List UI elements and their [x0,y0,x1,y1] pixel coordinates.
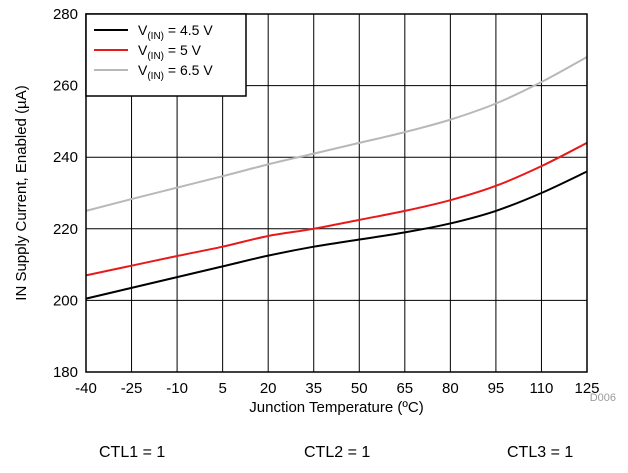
y-tick-label: 180 [53,364,78,381]
ctl2-label: CTL2 = 1 [304,444,371,461]
series-line-1 [85,170,588,300]
series-line-2 [85,141,588,277]
ctl3-label: CTL3 = 1 [507,444,574,461]
y-tick-label: 240 [53,149,78,166]
figure-id: D006 [590,392,616,404]
x-tick-label: -25 [121,380,143,397]
series-line-3 [85,56,588,212]
x-tick-label: 95 [488,380,505,397]
legend-entry-3: V(IN) = 6.5 V [138,62,213,82]
y-axis-label: IN Supply Current, Enabled (µA) [13,85,30,300]
x-tick-label: 80 [442,380,459,397]
y-tick-label: 280 [53,6,78,23]
x-tick-label: -40 [75,380,97,397]
x-tick-label: -10 [166,380,188,397]
x-tick-label: 125 [574,380,599,397]
x-axis-label: Junction Temperature (ºC) [249,399,423,416]
legend-entry-1: V(IN) = 4.5 V [138,22,213,42]
legend: V(IN) = 4.5 VV(IN) = 5 VV(IN) = 6.5 V [85,13,247,97]
x-tick-label: 5 [218,380,226,397]
y-tick-labels: 180 200 220 240 260 280 [53,6,78,381]
legend-entry-2: V(IN) = 5 V [138,42,202,62]
plot-frame [85,13,588,373]
x-tick-label: 50 [351,380,368,397]
x-tick-labels: -40 -25 -10 5 20 35 50 65 80 95 110 125 [75,380,599,397]
y-tick-label: 220 [53,221,78,238]
series-lines [85,56,588,300]
y-tick-label: 260 [53,78,78,95]
x-tick-label: 65 [396,380,413,397]
x-tick-label: 35 [305,380,322,397]
ctl1-label: CTL1 = 1 [99,444,166,461]
x-tick-label: 20 [260,380,277,397]
y-tick-label: 200 [53,292,78,309]
x-tick-label: 110 [529,380,553,397]
legend-box [85,13,247,97]
